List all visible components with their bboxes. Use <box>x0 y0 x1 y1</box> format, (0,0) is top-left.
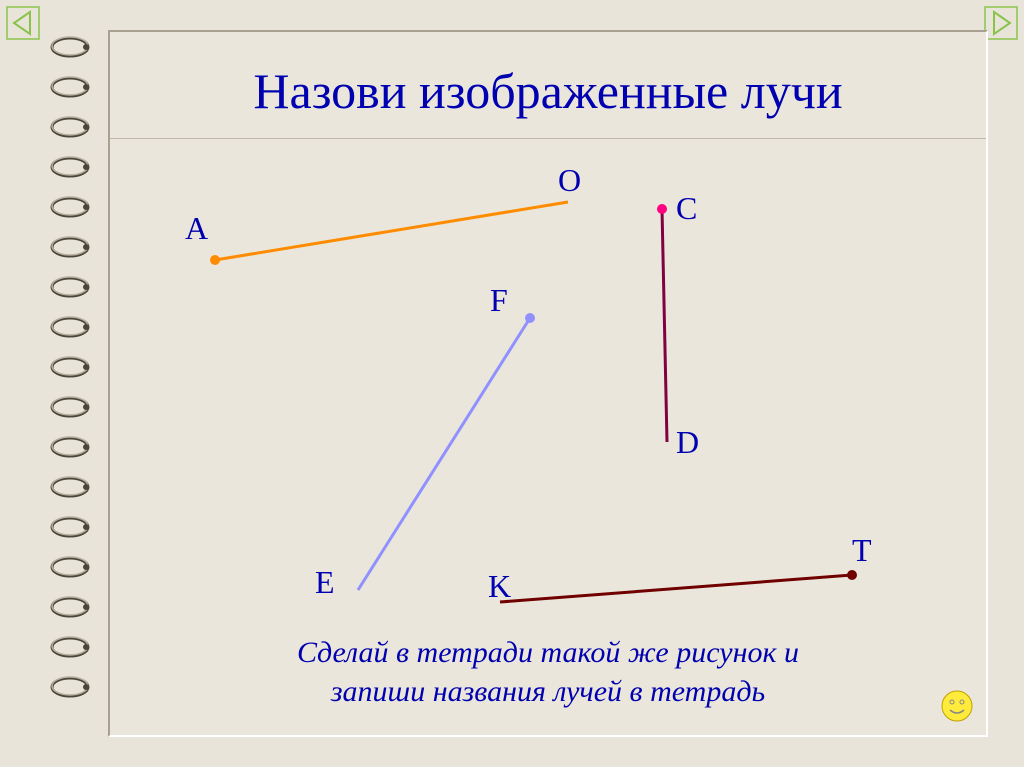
label-k: K <box>488 568 511 605</box>
nav-next-button[interactable] <box>984 6 1018 40</box>
instruction-text: Сделай в тетради такой же рисунок и запи… <box>110 633 986 711</box>
instruction-line2: запиши названия лучей в тетрадь <box>110 672 986 711</box>
page-title: Назови изображенные лучи <box>110 62 986 139</box>
spiral-binding <box>50 30 90 737</box>
smiley-icon <box>940 689 974 723</box>
instruction-line1: Сделай в тетради такой же рисунок и <box>110 633 986 672</box>
label-t: T <box>852 532 872 569</box>
diagram-area: A O C D F E T K <box>110 152 986 635</box>
nav-prev-button[interactable] <box>6 6 40 40</box>
endpoint-t <box>847 570 857 580</box>
slide-page: Назови изображенные лучи A O C D F E T <box>108 30 988 737</box>
